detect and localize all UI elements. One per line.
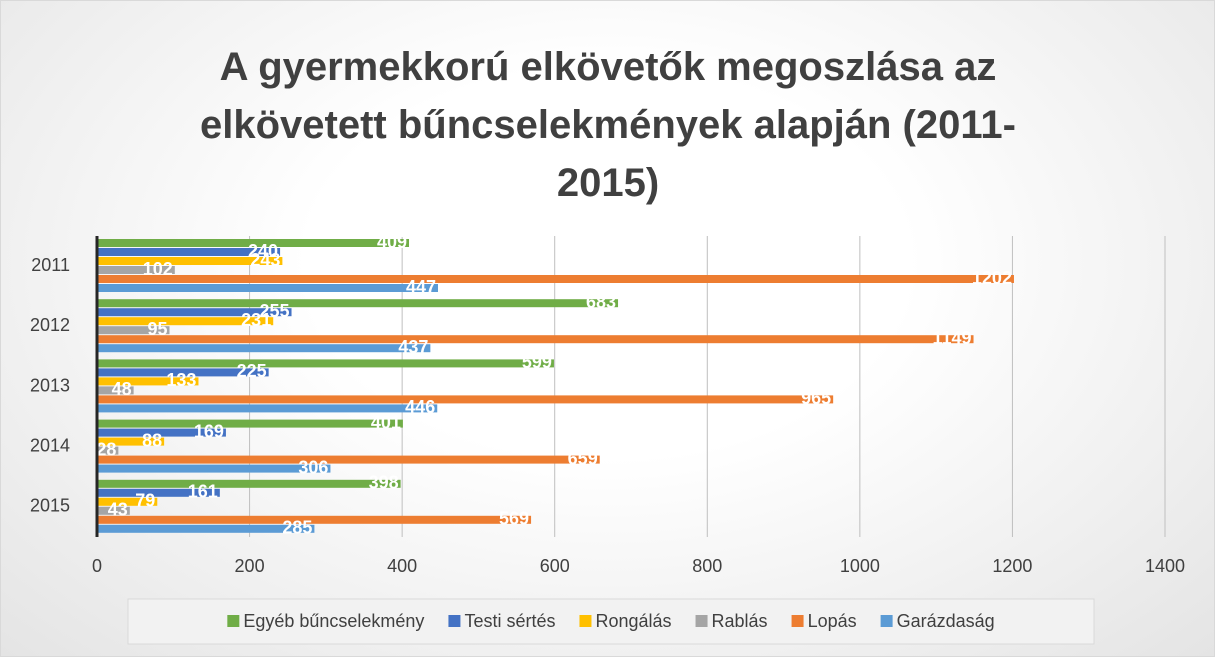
bar (97, 377, 199, 386)
bar (97, 368, 269, 377)
bar (97, 446, 119, 455)
bar (97, 464, 331, 473)
data-label: 102 (143, 259, 173, 279)
bar (97, 275, 1014, 283)
x-tick-label: 200 (235, 556, 265, 576)
data-label: 965 (801, 388, 831, 408)
data-label: 398 (369, 473, 399, 493)
bar (97, 488, 220, 497)
bar (97, 386, 134, 395)
data-label: 28 (96, 439, 116, 459)
x-tick-label: 800 (692, 556, 722, 576)
bar (97, 515, 532, 524)
bar (97, 257, 283, 265)
bar (97, 326, 170, 335)
x-tick-label: 1000 (840, 556, 880, 576)
legend-label: Rablás (712, 611, 768, 631)
bar (97, 479, 401, 488)
legend-swatch (227, 615, 240, 627)
data-label: 79 (135, 491, 155, 511)
bar (97, 317, 274, 326)
data-label: 285 (282, 518, 312, 538)
bar (97, 284, 438, 292)
legend-label: Testi sértés (464, 611, 555, 631)
bar (97, 455, 600, 464)
legend-swatch (579, 615, 592, 627)
data-label: 225 (237, 361, 267, 381)
y-tick-label: 2014 (30, 435, 70, 455)
data-label: 43 (108, 500, 128, 520)
bar (97, 248, 281, 256)
bar (97, 335, 974, 344)
data-label: 306 (298, 457, 328, 477)
data-label: 240 (248, 241, 278, 261)
bar (97, 404, 438, 413)
data-label: 1149 (932, 328, 971, 348)
data-label: 1202 (972, 268, 1012, 288)
legend-label: Egyéb bűncselekmény (243, 611, 424, 631)
legend-label: Lopás (808, 611, 857, 631)
legend-label: Garázdaság (897, 611, 995, 631)
data-label: 569 (499, 509, 529, 529)
data-label: 95 (147, 319, 167, 339)
data-label: 133 (166, 370, 196, 390)
data-label: 447 (406, 277, 436, 297)
data-label: 169 (194, 421, 224, 441)
data-label: 599 (522, 352, 552, 372)
data-label: 437 (398, 337, 428, 357)
bar (97, 497, 158, 506)
data-label: 231 (241, 310, 271, 330)
y-tick-label: 2015 (30, 496, 70, 516)
bar (97, 419, 403, 428)
bar (97, 395, 834, 404)
data-label: 401 (371, 412, 401, 432)
bar (97, 308, 292, 317)
data-label: 659 (568, 448, 598, 468)
bar (97, 437, 165, 446)
bar (97, 359, 554, 368)
bar (97, 266, 175, 274)
x-tick-label: 600 (540, 556, 570, 576)
data-label: 683 (586, 292, 616, 312)
x-tick-label: 1200 (992, 556, 1032, 576)
legend-swatch (880, 615, 893, 627)
bar (97, 524, 315, 533)
data-label: 409 (377, 232, 407, 252)
legend-box (127, 598, 1095, 645)
y-tick-label: 2013 (30, 375, 70, 395)
bar (97, 506, 130, 515)
x-tick-label: 0 (92, 556, 102, 576)
data-label: 255 (259, 301, 289, 321)
bar (97, 344, 431, 353)
bar (97, 239, 410, 247)
legend-label: Rongálás (595, 611, 671, 631)
chart-title: A gyermekkorú elkövetők megoszlása az el… (200, 45, 1016, 205)
y-tick-label: 2012 (30, 315, 70, 335)
x-tick-label: 400 (387, 556, 417, 576)
data-label: 48 (112, 379, 132, 399)
data-label: 161 (188, 482, 218, 502)
bar (97, 428, 226, 437)
legend-swatch (448, 615, 461, 627)
data-label: 88 (142, 430, 162, 450)
x-tick-label: 1400 (1145, 556, 1185, 576)
legend-swatch (695, 615, 708, 627)
data-label: 243 (250, 250, 280, 270)
bar (97, 299, 619, 308)
y-tick-label: 2011 (31, 255, 70, 275)
data-label: 446 (405, 397, 435, 417)
legend-swatch (791, 615, 804, 627)
